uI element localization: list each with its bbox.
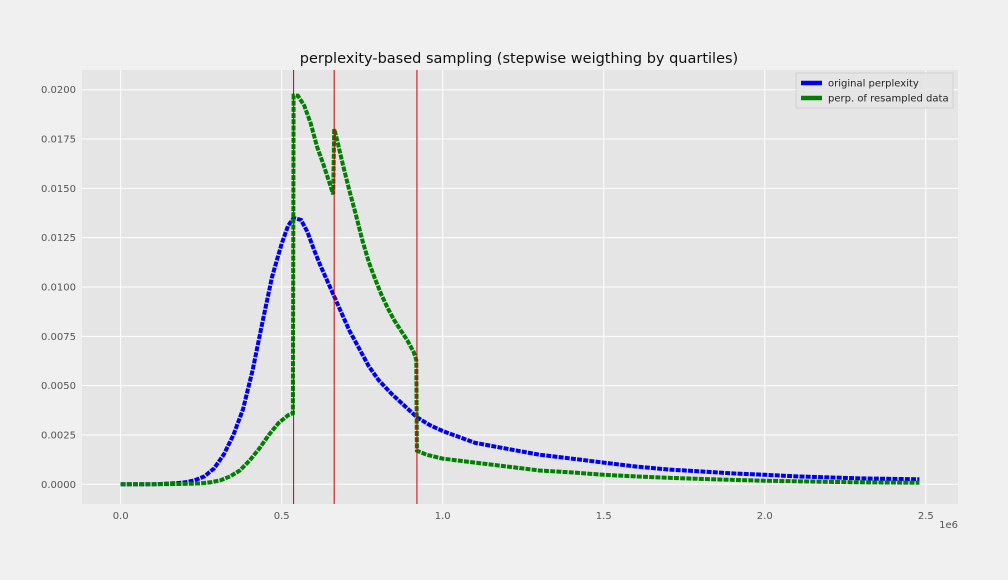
legend-label-original: original perplexity bbox=[828, 79, 919, 90]
y-tick-label: 0.0175 bbox=[41, 135, 76, 146]
x-tick-label: 1.5 bbox=[596, 511, 612, 522]
x-tick-label: 2.5 bbox=[918, 511, 934, 522]
grid-layer bbox=[82, 70, 958, 504]
y-tick-label: 0.0025 bbox=[41, 430, 76, 441]
x-tick-label: 0.0 bbox=[113, 511, 129, 522]
series-line-original bbox=[120, 215, 920, 487]
y-tick-label: 0.0000 bbox=[41, 480, 76, 491]
y-tick-label: 0.0075 bbox=[41, 332, 76, 343]
x-tick-label: 0.5 bbox=[274, 511, 290, 522]
quartile-lines bbox=[293, 70, 418, 504]
x-axis-offset-label: 1e6 bbox=[939, 520, 958, 531]
x-tick-label: 2.0 bbox=[757, 511, 773, 522]
y-tick-label: 0.0125 bbox=[41, 233, 76, 244]
y-tick-label: 0.0150 bbox=[41, 184, 76, 195]
x-tick-label: 1.0 bbox=[435, 511, 451, 522]
series-line-resampled bbox=[120, 93, 920, 487]
series-layer bbox=[120, 93, 920, 487]
legend-box bbox=[795, 72, 954, 109]
chart-title: perplexity-based sampling (stepwise weig… bbox=[300, 51, 738, 67]
y-tick-label: 0.0050 bbox=[41, 381, 76, 392]
legend: original perplexity perp. of resampled d… bbox=[795, 72, 954, 109]
tick-labels: 0.0 0.5 1.0 1.5 2.0 2.5 0.0000 0.0025 0.0050 0.00… bbox=[41, 85, 934, 522]
y-tick-label: 0.0200 bbox=[41, 85, 76, 96]
legend-label-resampled: perp. of resampled data bbox=[828, 94, 949, 105]
y-tick-label: 0.0100 bbox=[41, 283, 76, 294]
